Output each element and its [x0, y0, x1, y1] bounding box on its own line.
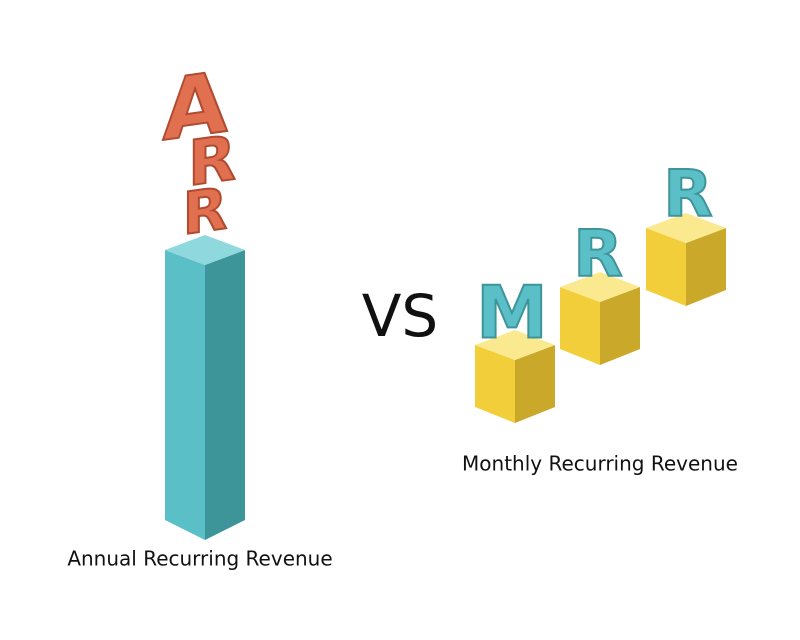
- arr-label: Annual Recurring Revenue: [67, 547, 332, 571]
- cube-top: [646, 213, 726, 243]
- column-right-face: [205, 250, 245, 540]
- arr-letter: R: [188, 121, 236, 200]
- mrr-letter: R: [663, 158, 712, 232]
- cube-left-face: [646, 228, 686, 306]
- cube-right-face: [515, 345, 555, 423]
- vs-text: VS: [362, 282, 439, 350]
- mrr-letter: R: [573, 218, 622, 292]
- arr-letter: A: [162, 53, 227, 160]
- mrr-label: Monthly Recurring Revenue: [462, 452, 738, 476]
- mrr-letter: M: [476, 271, 548, 355]
- cube-top: [560, 272, 640, 302]
- column-top: [165, 235, 245, 265]
- cube-right-face: [600, 287, 640, 365]
- mrr-cubes: [475, 213, 726, 423]
- arr-letter: R: [183, 174, 228, 248]
- cube-top: [475, 330, 555, 360]
- arr-column: [165, 235, 245, 540]
- cube-right-face: [686, 228, 726, 306]
- cube-left-face: [560, 287, 600, 365]
- cube-left-face: [475, 345, 515, 423]
- column-left-face: [165, 250, 205, 540]
